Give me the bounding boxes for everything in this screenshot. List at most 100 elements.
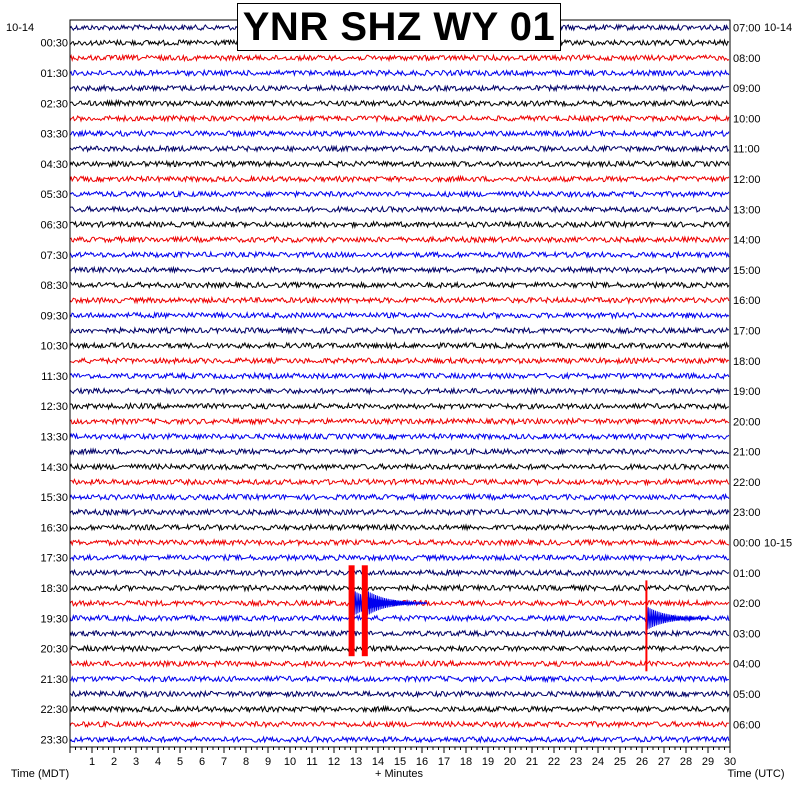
- x-tick-label: 9: [265, 756, 271, 768]
- trace-row-30: [69, 477, 730, 487]
- trace-row-24: [69, 386, 730, 396]
- left-axis-label: Time (MDT): [11, 768, 69, 780]
- left-time-label: 16:30: [40, 522, 68, 534]
- x-tick-label: 2: [111, 756, 117, 768]
- left-date-label: 10-14: [6, 22, 34, 34]
- trace-row-26: [69, 416, 730, 426]
- trace-row-14: [69, 235, 730, 244]
- trace-row-47: [69, 735, 730, 744]
- x-tick-label: 24: [592, 756, 604, 768]
- x-tick-label: 22: [548, 756, 560, 768]
- right-time-label: 00:00: [733, 538, 761, 550]
- event-marker-2: [645, 580, 648, 672]
- right-time-label: 13:00: [733, 204, 761, 216]
- right-time-label: 17:00: [733, 325, 761, 337]
- right-time-label: 20:00: [733, 416, 761, 428]
- trace-row-36: [69, 568, 730, 578]
- left-time-label: 13:30: [40, 432, 68, 444]
- x-tick-label: 14: [372, 756, 384, 768]
- trace-row-23: [69, 371, 730, 381]
- x-tick-label: 12: [328, 756, 340, 768]
- right-time-label: 11:00: [733, 144, 760, 156]
- x-tick-label: 5: [177, 756, 183, 768]
- right-time-axis: 07:00 08:00 09:00 10:00 11:00 12:00 13:00 14:00…: [733, 23, 792, 732]
- trace-row-9: [69, 159, 730, 169]
- x-tick-label: 15: [394, 756, 406, 768]
- x-tick-label: 28: [680, 756, 692, 768]
- event-markers: [348, 565, 709, 672]
- right-date-label: 10-14: [764, 22, 792, 34]
- right-time-label: 04:00: [733, 659, 761, 671]
- left-time-label: 21:30: [40, 674, 68, 686]
- right-time-label: 03:00: [733, 628, 761, 640]
- trace-row-45: [69, 704, 730, 714]
- right-date-change-label: 10-15: [764, 538, 792, 550]
- left-time-label: 11:30: [41, 371, 68, 383]
- event-coda-1: [364, 589, 428, 617]
- left-time-label: 14:30: [40, 462, 68, 474]
- x-tick-label: 3: [133, 756, 139, 768]
- trace-row-22: [69, 356, 730, 366]
- trace-row-39: [69, 613, 730, 623]
- trace-row-31: [69, 492, 730, 502]
- trace-row-32: [69, 507, 730, 517]
- trace-row-7: [69, 129, 730, 138]
- trace-row-2: [69, 53, 730, 63]
- right-axis-label: Time (UTC): [727, 768, 784, 780]
- trace-row-16: [69, 265, 730, 275]
- trace-row-11: [69, 189, 730, 199]
- trace-row-12: [69, 205, 730, 214]
- trace-row-40: [69, 628, 730, 638]
- trace-row-46: [69, 720, 729, 729]
- x-tick-label: 21: [526, 756, 538, 768]
- trace-row-28: [69, 447, 730, 456]
- event-marker-0: [348, 565, 355, 657]
- left-time-label: 22:30: [40, 704, 68, 716]
- trace-row-6: [69, 114, 730, 123]
- trace-row-8: [69, 144, 730, 154]
- trace-row-44: [69, 689, 730, 699]
- left-time-label: 10:30: [40, 341, 68, 353]
- x-axis-label: + Minutes: [375, 768, 423, 780]
- trace-row-18: [69, 295, 730, 305]
- right-time-label: 16:00: [733, 295, 761, 307]
- chart-title: YNR SHZ WY 01: [237, 3, 561, 51]
- right-time-label: 21:00: [733, 447, 761, 459]
- trace-row-10: [69, 174, 730, 184]
- right-time-label: 23:00: [733, 507, 761, 519]
- right-time-label: 14:00: [733, 235, 761, 247]
- right-time-label: 02:00: [733, 598, 761, 610]
- left-time-label: 23:30: [40, 734, 68, 746]
- right-time-label: 18:00: [733, 356, 761, 368]
- x-tick-label: 30: [724, 756, 736, 768]
- left-time-label: 05:30: [40, 189, 68, 201]
- trace-row-42: [69, 659, 730, 669]
- trace-row-33: [69, 523, 730, 532]
- event-coda-2: [645, 606, 709, 630]
- left-time-label: 09:30: [40, 310, 68, 322]
- trace-row-27: [69, 432, 730, 441]
- right-time-label: 07:00: [733, 23, 761, 35]
- left-time-label: 07:30: [40, 250, 68, 262]
- x-tick-label: 17: [438, 756, 450, 768]
- x-tick-label: 29: [702, 756, 714, 768]
- right-time-label: 15:00: [733, 265, 761, 277]
- left-time-label: 06:30: [40, 219, 68, 231]
- x-tick-label: 19: [482, 756, 494, 768]
- left-time-label: 02:30: [40, 98, 68, 110]
- left-time-label: 00:30: [40, 38, 68, 50]
- right-time-label: 22:00: [733, 477, 761, 489]
- x-tick-label: 7: [221, 756, 227, 768]
- right-time-label: 06:00: [733, 719, 761, 731]
- left-time-label: 08:30: [40, 280, 68, 292]
- trace-row-21: [69, 341, 730, 351]
- trace-row-25: [69, 401, 730, 411]
- left-time-label: 15:30: [40, 492, 68, 504]
- left-time-label: 04:30: [40, 159, 68, 171]
- trace-row-37: [69, 583, 730, 593]
- event-marker-1: [361, 565, 368, 657]
- trace-row-3: [69, 68, 730, 78]
- trace-row-17: [69, 280, 730, 290]
- trace-row-29: [69, 462, 729, 472]
- x-tick-label: 27: [658, 756, 670, 768]
